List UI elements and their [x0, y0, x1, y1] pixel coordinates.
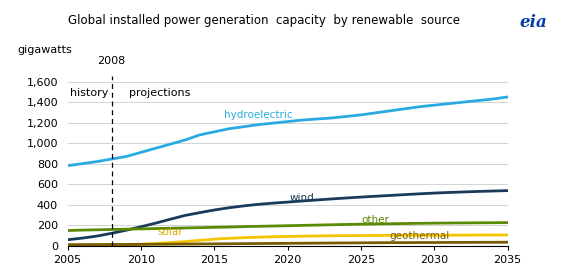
- Text: solar: solar: [157, 227, 183, 237]
- Text: other: other: [362, 215, 390, 225]
- Text: gigawatts: gigawatts: [17, 44, 72, 55]
- Text: wind: wind: [290, 193, 315, 203]
- Text: Global installed power generation  capacity  by renewable  source: Global installed power generation capaci…: [68, 14, 460, 27]
- Text: 2008: 2008: [98, 55, 126, 66]
- Text: geothermal: geothermal: [390, 231, 450, 241]
- Text: eia: eia: [519, 14, 547, 31]
- Text: history: history: [70, 88, 109, 98]
- Text: hydroelectric: hydroelectric: [224, 110, 293, 120]
- Text: projections: projections: [129, 88, 191, 98]
